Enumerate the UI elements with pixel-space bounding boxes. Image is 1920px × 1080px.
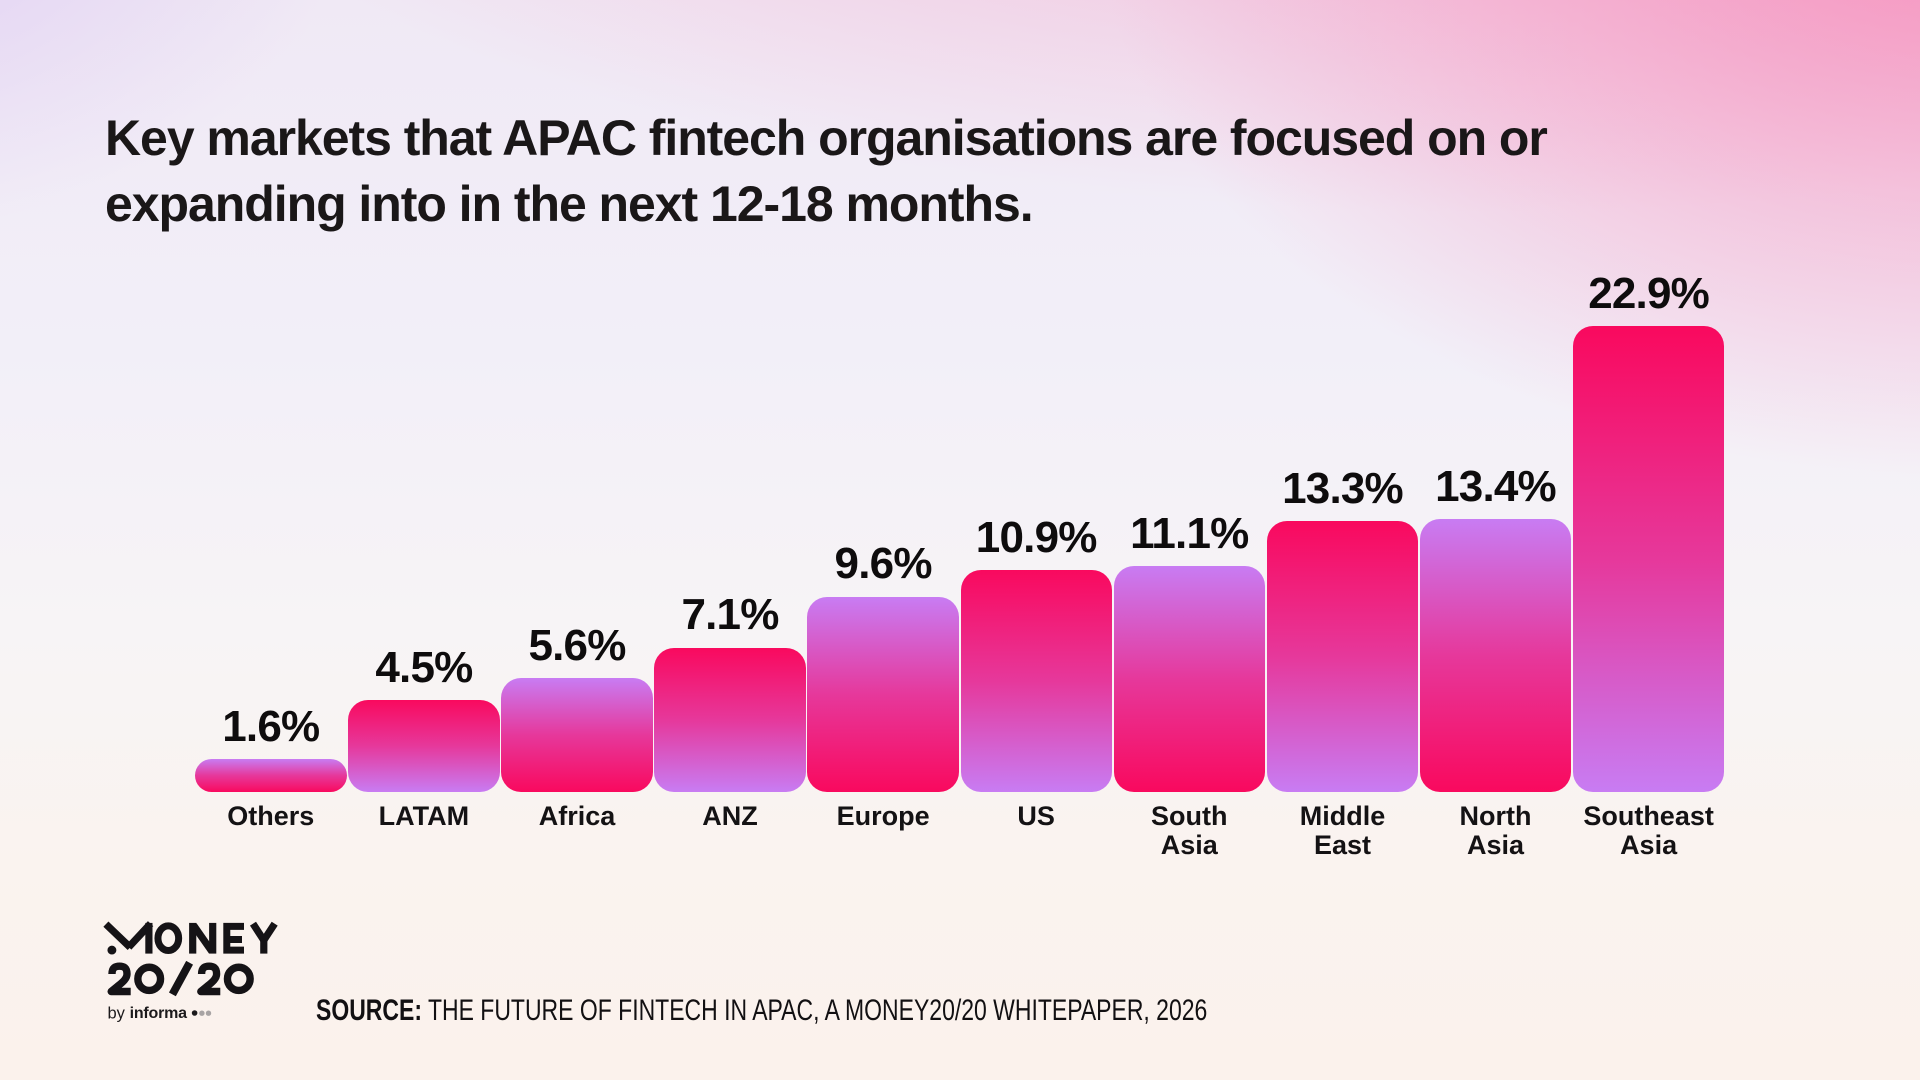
svg-text:by: by [108, 1005, 126, 1023]
svg-text:informa: informa [130, 1005, 188, 1022]
